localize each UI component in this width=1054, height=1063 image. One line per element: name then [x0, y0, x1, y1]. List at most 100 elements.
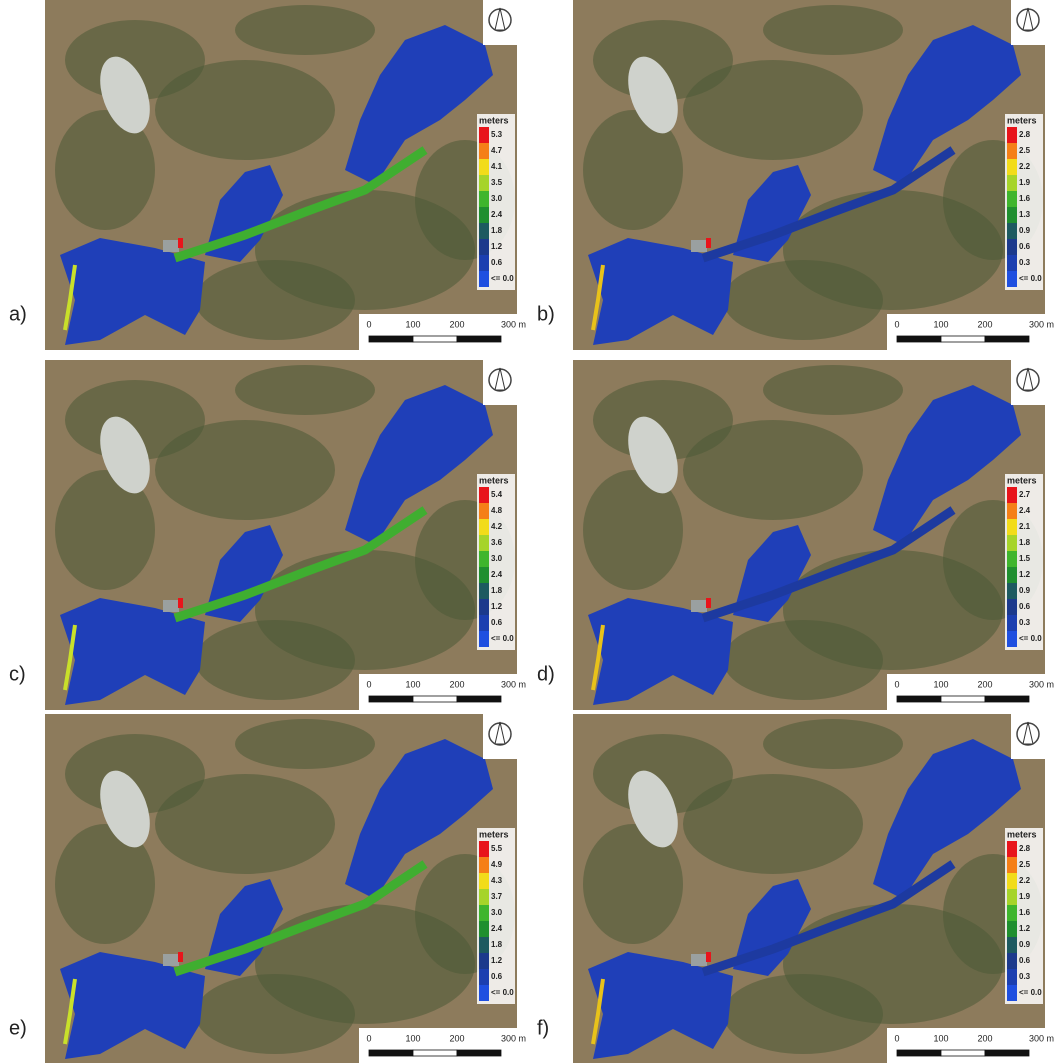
scale-segment [369, 1050, 413, 1056]
legend-swatch [479, 631, 489, 647]
hotspot [178, 238, 183, 248]
scale-segment [369, 336, 413, 342]
scale-box [359, 1028, 517, 1063]
legend-label: 1.2 [1019, 924, 1031, 933]
vegetation [683, 420, 863, 520]
panel-label: a) [9, 303, 27, 325]
legend-swatch [479, 255, 489, 271]
legend-label: 3.0 [491, 554, 503, 563]
legend-label: 0.3 [1019, 258, 1031, 267]
legend-label: 4.3 [491, 876, 503, 885]
legend-label: 2.1 [1019, 522, 1031, 531]
legend-label: 0.6 [491, 258, 503, 267]
building [163, 240, 179, 252]
map-panel: meters5.54.94.33.73.02.41.81.20.6<= 0.00… [45, 714, 526, 1063]
hotspot [706, 598, 711, 608]
vegetation [235, 365, 375, 415]
legend-label: 2.4 [1019, 506, 1031, 515]
scale-box [887, 674, 1045, 710]
panel-label: f) [537, 1017, 549, 1039]
legend-title: meters [479, 829, 509, 839]
legend-swatch [479, 175, 489, 191]
vegetation [195, 974, 355, 1054]
panel-label: e) [9, 1017, 27, 1039]
legend-label: 1.8 [491, 586, 503, 595]
legend-label: <= 0.0 [1019, 274, 1042, 283]
legend-swatch [1007, 239, 1017, 255]
legend-label: 3.7 [491, 892, 503, 901]
scale-label: 100 [405, 319, 420, 329]
building [691, 600, 707, 612]
legend-swatch [479, 207, 489, 223]
legend-label: 0.9 [1019, 940, 1031, 949]
panel-label: b) [537, 303, 555, 325]
legend-label: 0.6 [1019, 242, 1031, 251]
scale-segment [941, 336, 985, 342]
legend-label: 0.6 [491, 618, 503, 627]
legend-title: meters [1007, 829, 1037, 839]
legend-title: meters [479, 475, 509, 485]
vegetation [155, 420, 335, 520]
legend-swatch [479, 223, 489, 239]
legend-label: 1.2 [491, 956, 503, 965]
legend-swatch [479, 191, 489, 207]
legend-swatch [1007, 841, 1017, 857]
legend-label: 2.2 [1019, 162, 1031, 171]
scale-label: 0 [366, 679, 371, 689]
scale-box [887, 1028, 1045, 1063]
legend-swatch [479, 615, 489, 631]
legend-swatch [479, 159, 489, 175]
scale-label: 100 [933, 679, 948, 689]
panel-label: c) [9, 663, 26, 685]
legend-label: 4.8 [491, 506, 503, 515]
legend-label: 2.7 [1019, 490, 1031, 499]
scale-segment [985, 336, 1029, 342]
legend-swatch [479, 921, 489, 937]
scale-segment [941, 696, 985, 702]
legend-swatch [479, 239, 489, 255]
scale-segment [457, 1050, 501, 1056]
legend-swatch [479, 583, 489, 599]
legend-title: meters [479, 115, 509, 125]
scale-segment [413, 336, 457, 342]
legend-label: 1.9 [1019, 178, 1031, 187]
legend-swatch [1007, 921, 1017, 937]
legend-title: meters [1007, 475, 1037, 485]
vegetation [683, 774, 863, 874]
scale-segment [897, 336, 941, 342]
legend-label: 3.6 [491, 538, 503, 547]
scale-label: 100 [405, 679, 420, 689]
vegetation [763, 365, 903, 415]
legend-title: meters [1007, 115, 1037, 125]
vegetation [723, 260, 883, 340]
legend-swatch [479, 873, 489, 889]
building [163, 954, 179, 966]
legend-swatch [1007, 127, 1017, 143]
legend-swatch [1007, 615, 1017, 631]
panel-label: d) [537, 663, 555, 685]
scale-segment [413, 696, 457, 702]
scale-segment [897, 696, 941, 702]
legend-label: 1.8 [491, 940, 503, 949]
scale-label: 100 [405, 1033, 420, 1043]
legend-swatch [479, 857, 489, 873]
legend-swatch [1007, 889, 1017, 905]
legend-label: 2.5 [1019, 860, 1031, 869]
legend-swatch [479, 551, 489, 567]
scale-box [887, 314, 1045, 350]
legend-label: 4.1 [491, 162, 503, 171]
legend-swatch [1007, 985, 1017, 1001]
legend-swatch [479, 889, 489, 905]
legend-label: 0.9 [1019, 586, 1031, 595]
legend-label: 0.6 [491, 972, 503, 981]
vegetation [235, 719, 375, 769]
legend-label: 2.2 [1019, 876, 1031, 885]
legend-swatch [1007, 631, 1017, 647]
scale-segment [457, 336, 501, 342]
legend-swatch [479, 985, 489, 1001]
legend-label: 0.6 [1019, 602, 1031, 611]
legend-label: 5.3 [491, 130, 503, 139]
